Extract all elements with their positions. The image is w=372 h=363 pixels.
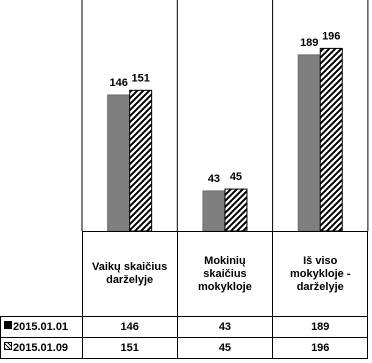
category-header-row: Vaikų skaičius darželyje Mokinių skaičius m… bbox=[0, 231, 369, 317]
data-label: 151 bbox=[131, 72, 149, 84]
legend-swatch-solid bbox=[4, 321, 12, 329]
data-label: 43 bbox=[208, 173, 220, 185]
table-corner bbox=[0, 231, 83, 317]
table-cell: 45 bbox=[176, 337, 274, 359]
category-label-text: Iš viso mokykloje - darželyje bbox=[289, 254, 351, 293]
legend-entry: 2015.01.01 bbox=[0, 316, 83, 338]
bar-2015.01.09-2 bbox=[319, 47, 343, 232]
bar-2015.01.09-1 bbox=[224, 188, 248, 232]
table-cell: 189 bbox=[272, 316, 369, 338]
category-label: Mokinių skaičius mokykloje bbox=[176, 231, 274, 317]
series-name: 2015.01.09 bbox=[13, 342, 69, 354]
data-label: 146 bbox=[109, 77, 127, 89]
data-label: 196 bbox=[322, 30, 340, 42]
data-label: 45 bbox=[230, 171, 242, 183]
table-row: 2015.01.01 146 43 189 bbox=[0, 316, 369, 338]
plot-area: 146 151 43 45 189 196 bbox=[81, 0, 369, 232]
bar-2015.01.01-2 bbox=[297, 54, 321, 232]
table-row: 2015.01.09 151 45 196 bbox=[0, 337, 369, 359]
table-cell: 196 bbox=[272, 337, 369, 359]
table-cell: 151 bbox=[81, 337, 178, 359]
bar-chart: 146 151 43 45 189 196 bbox=[81, 0, 369, 232]
table-cell: 43 bbox=[176, 316, 274, 338]
table-cell: 146 bbox=[81, 316, 178, 338]
series-name: 2015.01.01 bbox=[13, 321, 69, 333]
data-table: Vaikų skaičius darželyje Mokinių skaičius m… bbox=[0, 231, 369, 359]
bar-2015.01.09-0 bbox=[129, 89, 153, 232]
legend-entry: 2015.01.09 bbox=[0, 337, 83, 359]
bar-2015.01.01-0 bbox=[107, 94, 131, 232]
category-label-text: Vaikų skaičius darželyje bbox=[92, 261, 168, 286]
category-label: Vaikų skaičius darželyje bbox=[81, 231, 178, 317]
data-label: 189 bbox=[300, 37, 318, 49]
category-label: Iš viso mokykloje - darželyje bbox=[272, 231, 369, 317]
legend-swatch-hatched bbox=[4, 342, 12, 350]
category-label-text: Mokinių skaičius mokykloje bbox=[198, 254, 252, 293]
bar-2015.01.01-1 bbox=[202, 190, 226, 232]
